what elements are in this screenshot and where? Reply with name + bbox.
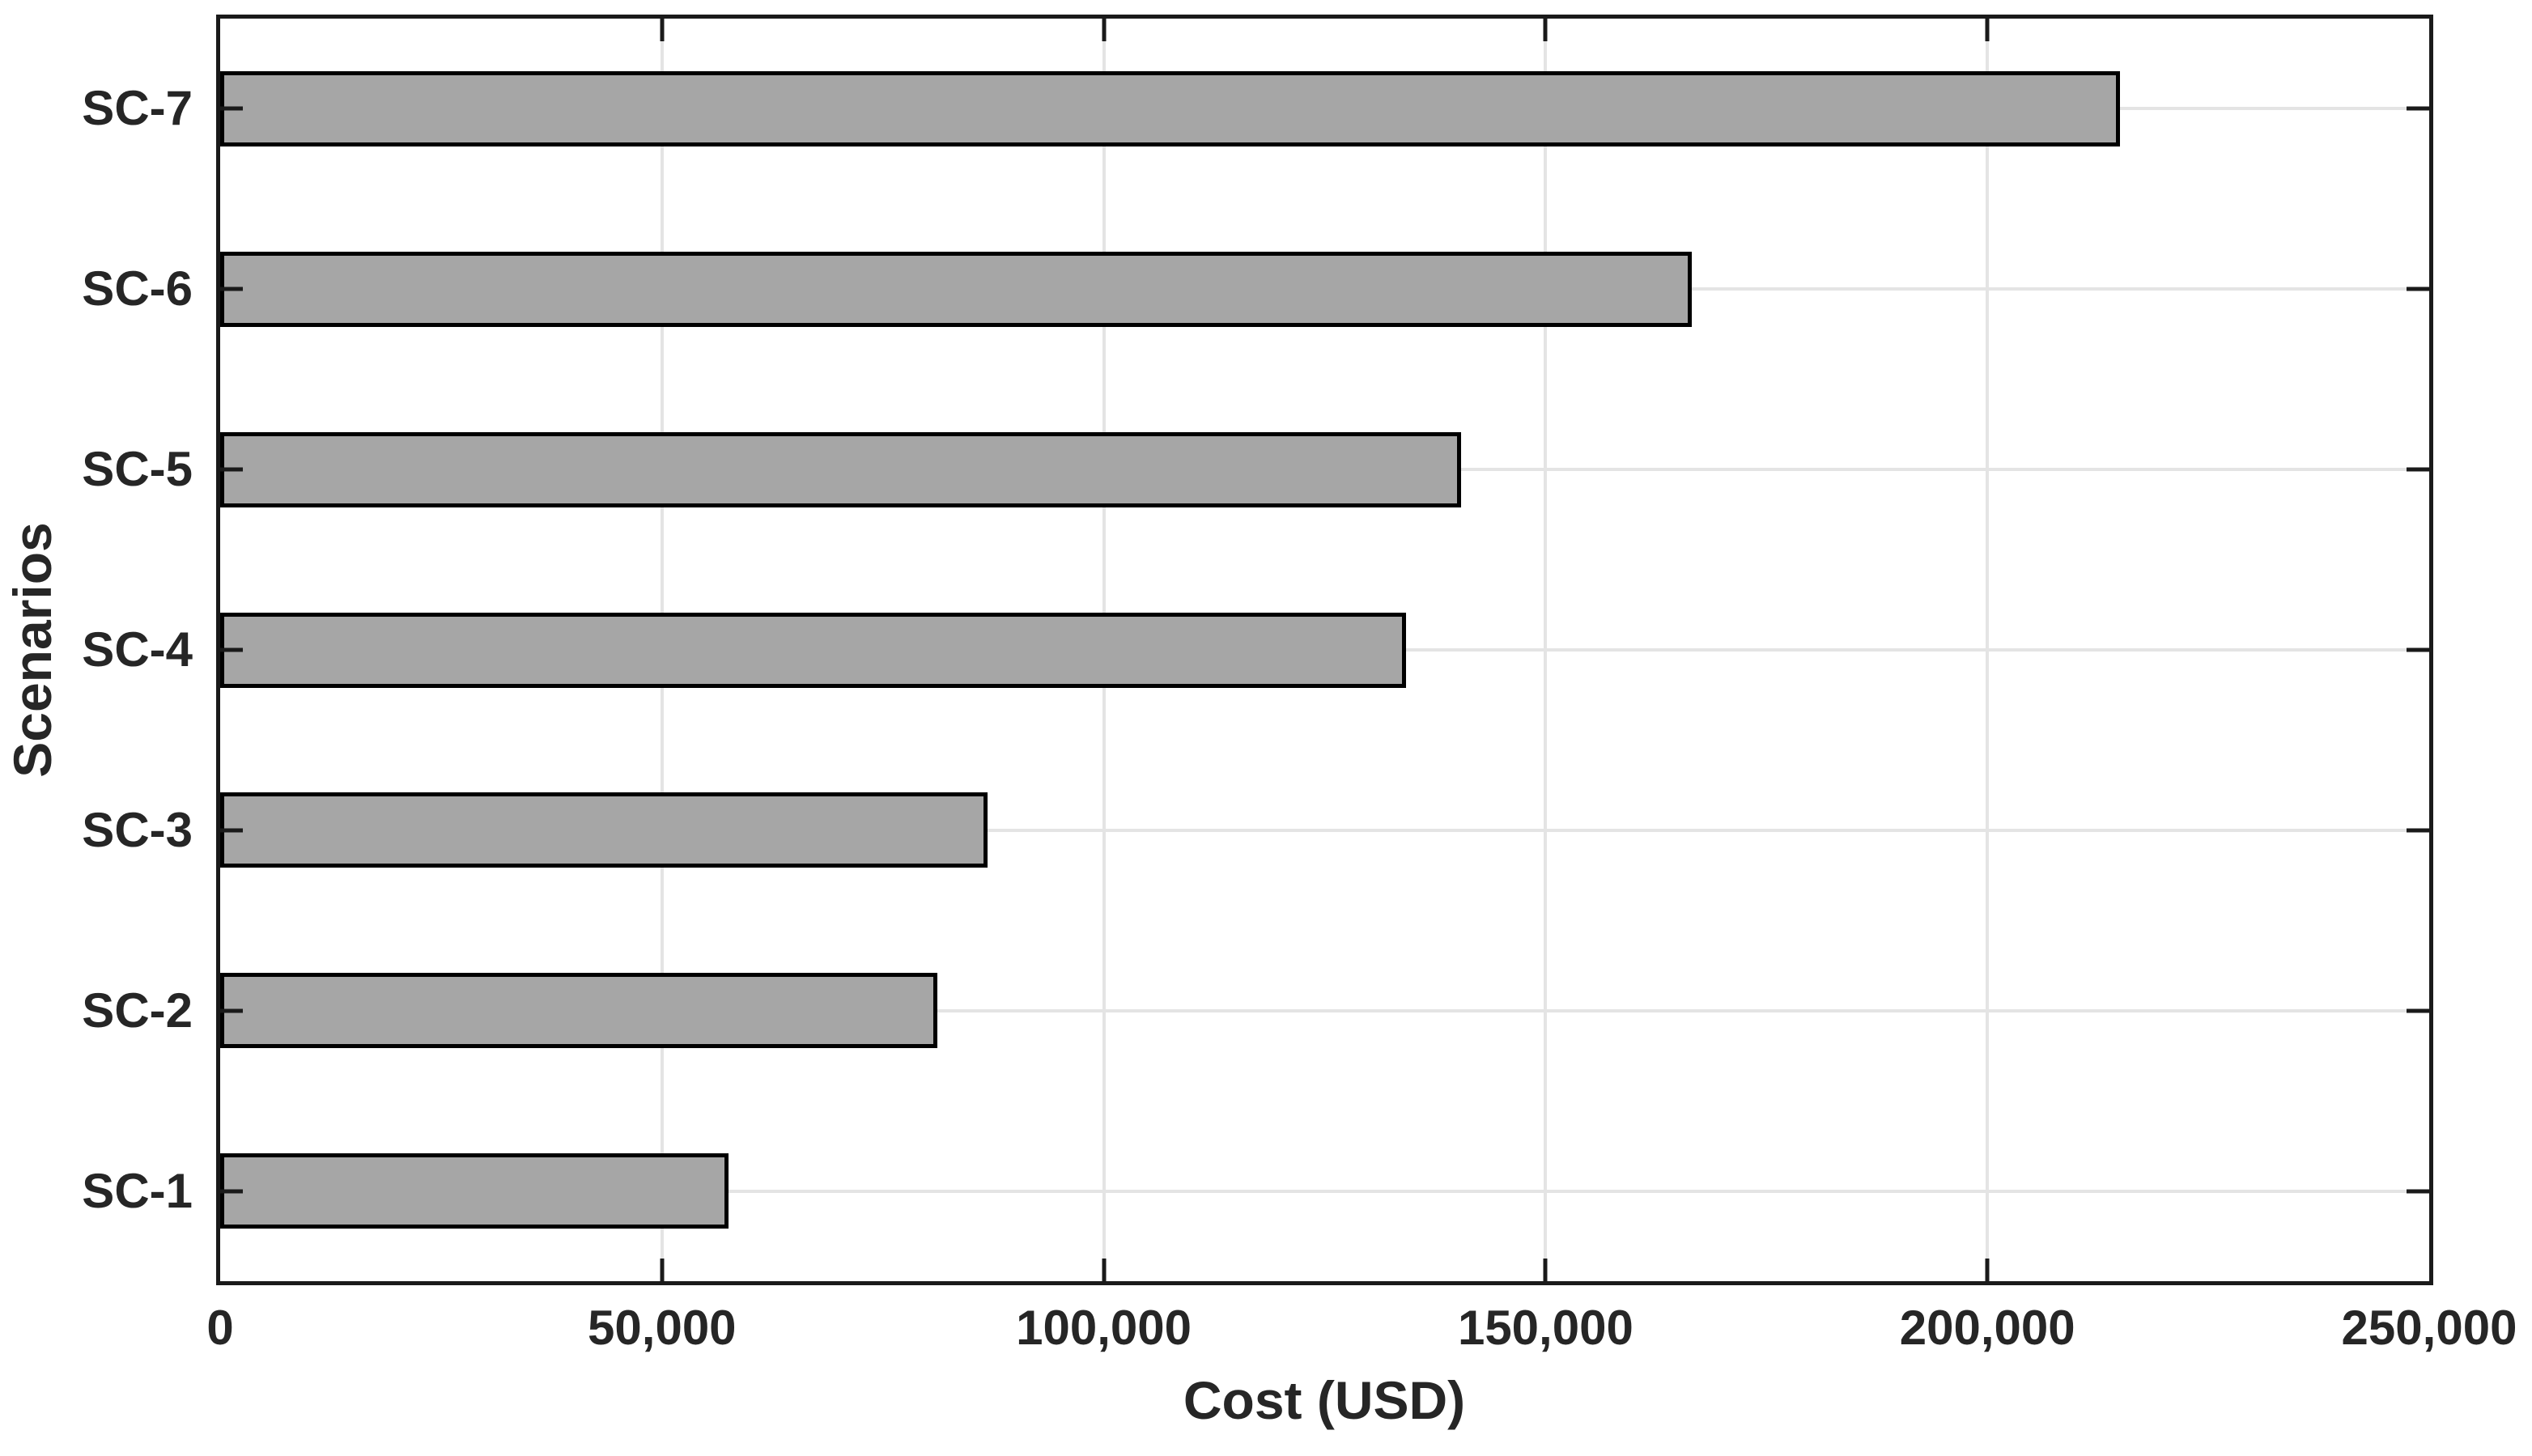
bar-sc-1 — [220, 1153, 729, 1229]
y-tick-label: SC-7 — [82, 81, 193, 136]
y-tick-label: SC-6 — [82, 261, 193, 316]
y-tick-label: SC-1 — [82, 1163, 193, 1218]
y-tick-mark — [2407, 1008, 2429, 1013]
y-tick-label: SC-3 — [82, 802, 193, 857]
x-tick-label: 150,000 — [1457, 1301, 1633, 1355]
x-tick-label: 50,000 — [588, 1301, 737, 1355]
y-tick-mark — [220, 1008, 243, 1013]
y-tick-mark — [2407, 1189, 2429, 1194]
bar-sc-7 — [220, 70, 2120, 146]
bar-sc-6 — [220, 251, 1692, 327]
y-tick-mark — [220, 106, 243, 111]
y-gridline — [220, 828, 2429, 832]
y-tick-mark — [220, 647, 243, 652]
x-tick-mark — [660, 1259, 665, 1281]
y-tick-mark — [220, 287, 243, 291]
x-tick-mark — [1985, 1259, 1990, 1281]
y-tick-mark — [2407, 106, 2429, 111]
y-tick-label: SC-4 — [82, 622, 193, 677]
x-tick-label: 100,000 — [1016, 1301, 1192, 1355]
x-axis-label: Cost (USD) — [1183, 1370, 1466, 1430]
y-tick-label: SC-5 — [82, 442, 193, 497]
y-gridline — [220, 1008, 2429, 1012]
x-tick-label: 0 — [206, 1301, 234, 1355]
y-tick-mark — [2407, 647, 2429, 652]
x-tick-mark — [1985, 19, 1990, 41]
bar-sc-5 — [220, 431, 1461, 507]
y-tick-label: SC-2 — [82, 983, 193, 1038]
plot-area — [216, 15, 2433, 1285]
x-tick-label: 250,000 — [2341, 1301, 2517, 1355]
y-tick-mark — [220, 828, 243, 833]
bar-sc-2 — [220, 973, 938, 1049]
y-tick-mark — [220, 467, 243, 472]
x-tick-mark — [1102, 1259, 1107, 1281]
x-tick-mark — [1543, 19, 1548, 41]
x-tick-mark — [660, 19, 665, 41]
y-tick-mark — [2407, 287, 2429, 291]
y-gridline — [220, 1189, 2429, 1193]
y-tick-mark — [2407, 828, 2429, 833]
bar-sc-3 — [220, 792, 988, 868]
x-tick-label: 200,000 — [1899, 1301, 2075, 1355]
y-tick-mark — [2407, 467, 2429, 472]
x-tick-mark — [1543, 1259, 1548, 1281]
bar-sc-4 — [220, 612, 1406, 688]
x-tick-mark — [1102, 19, 1107, 41]
y-tick-mark — [220, 1189, 243, 1194]
